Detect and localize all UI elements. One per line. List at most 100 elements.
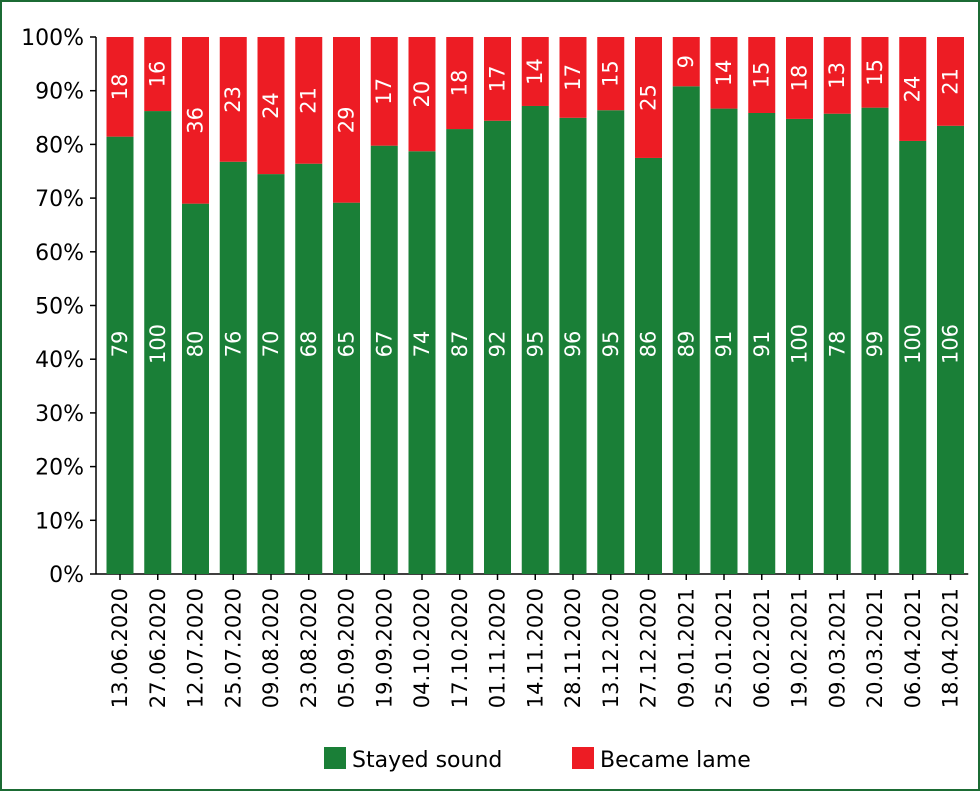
bar-segment-became-lame (823, 37, 851, 114)
bar-segment-stayed-sound (484, 120, 511, 575)
bar-segment-became-lame (559, 37, 587, 118)
data-label-stayed-sound: 68 (297, 331, 321, 358)
y-tick-label: 30% (35, 402, 84, 427)
data-label-stayed-sound: 100 (788, 324, 812, 364)
data-label-became-lame: 20 (410, 81, 434, 108)
bar-segment-stayed-sound (295, 163, 323, 574)
x-tick-label: 25.01.2021 (712, 588, 736, 708)
data-label-became-lame: 15 (750, 62, 774, 89)
x-tick-label: 14.11.2020 (523, 588, 547, 708)
data-label-stayed-sound: 70 (259, 331, 283, 358)
x-tick-labels: 13.06.2020 27.06.2020 12.07.2020 25.07.2020… (108, 588, 963, 708)
data-label-stayed-sound: 100 (146, 324, 170, 364)
data-label-became-lame: 17 (372, 78, 396, 105)
x-tick-label: 04.10.2020 (410, 588, 434, 708)
legend-label: Stayed sound (352, 748, 502, 773)
data-label-stayed-sound: 74 (410, 331, 434, 358)
data-label-became-lame: 29 (335, 106, 359, 133)
data-label-became-lame: 21 (297, 87, 321, 114)
data-label-stayed-sound: 99 (863, 331, 887, 358)
x-tick-label: 13.06.2020 (108, 588, 132, 708)
data-label-became-lame: 9 (674, 55, 698, 68)
y-tick-label: 0% (49, 563, 84, 588)
y-tick-label: 40% (35, 348, 84, 373)
bar-segment-stayed-sound (408, 151, 436, 575)
bar-segment-stayed-sound (333, 202, 360, 574)
data-label-became-lame: 24 (259, 92, 283, 119)
y-tick-label: 10% (35, 509, 84, 534)
bar-segment-stayed-sound (861, 107, 889, 574)
bar-segment-stayed-sound (823, 113, 851, 574)
bar-segment-became-lame (295, 37, 323, 164)
bar-segment-stayed-sound (219, 161, 247, 574)
x-tick-label: 27.12.2020 (637, 588, 661, 708)
y-tick-labels: 0% 10% 20% 30% 40% 50% 60% 70% 80% 90% 100% (21, 26, 84, 588)
data-label-became-lame: 15 (599, 60, 623, 87)
bar-segment-stayed-sound (937, 125, 964, 574)
data-label-stayed-sound: 92 (486, 331, 510, 358)
data-label-became-lame: 14 (523, 58, 547, 85)
data-label-stayed-sound: 96 (561, 331, 585, 358)
data-label-became-lame: 18 (448, 70, 472, 97)
bar-segment-stayed-sound (257, 174, 285, 574)
data-label-became-lame: 17 (561, 64, 585, 91)
y-tick-label: 90% (35, 80, 84, 105)
data-label-became-lame: 16 (146, 61, 170, 88)
data-label-stayed-sound: 89 (674, 331, 698, 358)
x-tick-label: 01.11.2020 (486, 588, 510, 708)
bar-segment-became-lame (786, 37, 813, 119)
data-label-became-lame: 14 (712, 59, 736, 86)
x-tick-label: 05.09.2020 (335, 588, 359, 708)
data-label-became-lame: 13 (825, 62, 849, 89)
data-label-became-lame: 21 (939, 68, 963, 95)
data-label-stayed-sound: 79 (108, 331, 132, 358)
bar-segment-stayed-sound (710, 108, 738, 574)
data-label-became-lame: 25 (637, 84, 661, 111)
data-label-stayed-sound: 76 (221, 331, 245, 358)
data-label-stayed-sound: 95 (523, 331, 547, 358)
x-tick-label: 13.12.2020 (599, 588, 623, 708)
y-tick-label: 100% (21, 26, 84, 51)
data-label-stayed-sound: 65 (335, 331, 359, 358)
x-tick-label: 28.11.2020 (561, 588, 585, 708)
bar-segment-stayed-sound (899, 140, 927, 574)
x-tick-label: 25.07.2020 (221, 588, 245, 708)
data-label-stayed-sound: 80 (184, 331, 208, 358)
data-label-stayed-sound: 106 (939, 324, 963, 364)
bar-segment-became-lame (937, 37, 964, 126)
data-label-stayed-sound: 91 (712, 331, 736, 358)
data-label-became-lame: 18 (108, 73, 132, 100)
bar-segment-became-lame (144, 37, 172, 112)
x-tick-label: 06.04.2021 (901, 588, 925, 708)
bar-segment-stayed-sound (370, 145, 398, 574)
data-label-became-lame: 17 (486, 66, 510, 93)
bar-segment-became-lame (484, 37, 511, 121)
x-tick-label: 27.06.2020 (146, 588, 170, 708)
bar-segment-stayed-sound (144, 111, 172, 574)
bar-segment-became-lame (408, 37, 436, 152)
x-tick-label: 09.03.2021 (825, 588, 849, 708)
x-tick-label: 18.04.2021 (939, 588, 963, 708)
x-tick-label: 09.01.2021 (674, 588, 698, 708)
bar-segment-became-lame (899, 37, 927, 141)
y-tick-label: 60% (35, 241, 84, 266)
bar-segment-stayed-sound (106, 136, 134, 575)
bar-segment-became-lame (748, 37, 776, 113)
bar-segment-stayed-sound (786, 118, 813, 574)
bar-segment-became-lame (672, 37, 700, 87)
bar-segment-became-lame (106, 37, 134, 137)
data-label-became-lame: 15 (863, 59, 887, 86)
bar-segment-became-lame (597, 37, 625, 111)
bar-segment-became-lame (521, 37, 549, 106)
x-tick-label: 17.10.2020 (448, 588, 472, 708)
data-label-became-lame: 18 (788, 65, 812, 92)
bar-segment-stayed-sound (597, 110, 625, 575)
bar-segment-stayed-sound (446, 129, 474, 575)
bar-segment-became-lame (446, 37, 474, 130)
legend-label: Became lame (600, 748, 751, 773)
x-tick-label: 06.02.2021 (750, 588, 774, 708)
x-tick-label: 20.03.2021 (863, 588, 887, 708)
x-tick-label: 23.08.2020 (297, 588, 321, 708)
